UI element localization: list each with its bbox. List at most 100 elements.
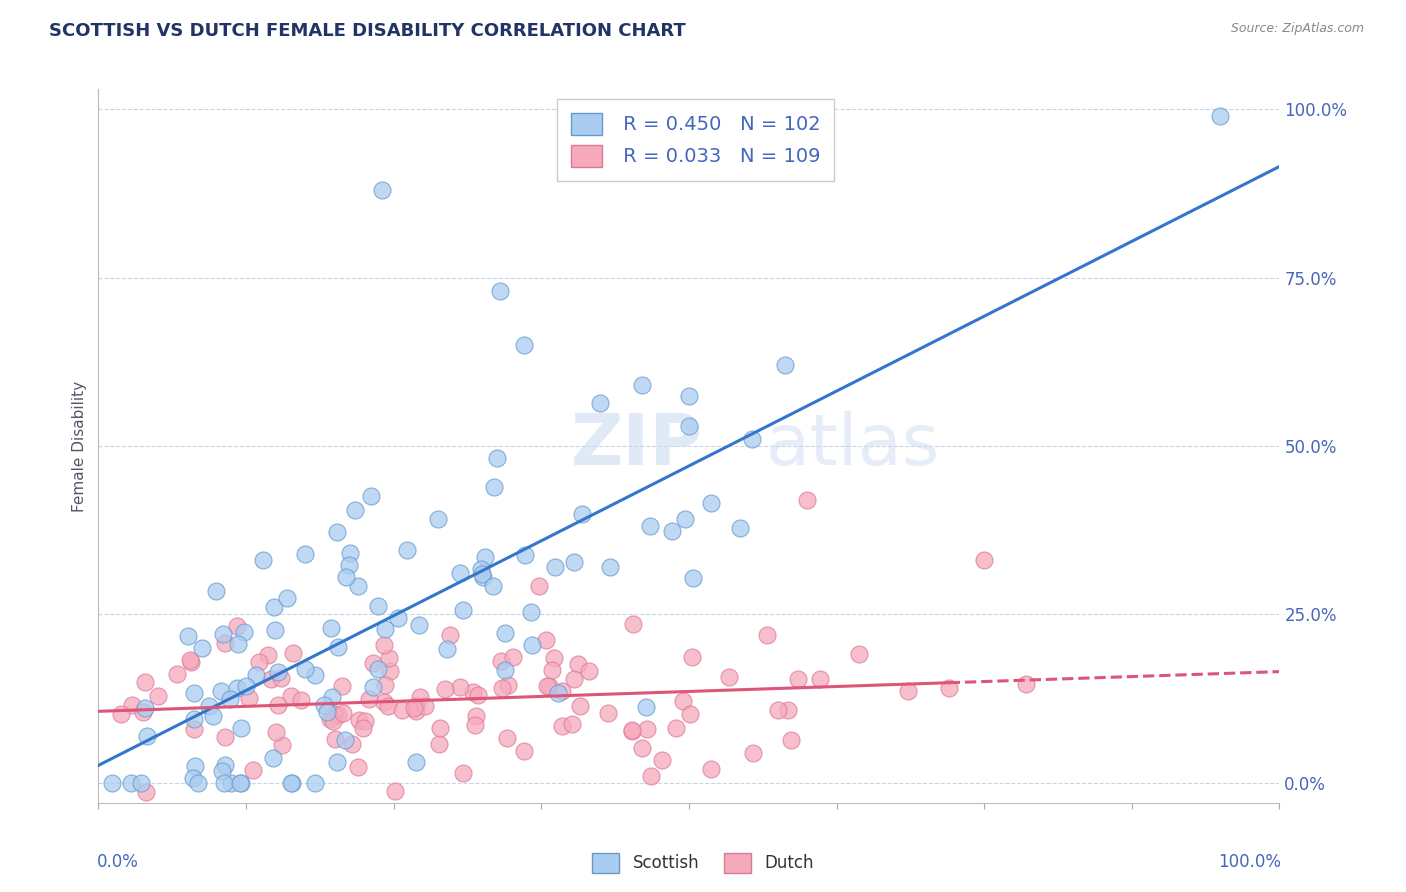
Point xyxy=(494,663,516,677)
Point xyxy=(264,724,287,739)
Point xyxy=(347,760,370,774)
Point xyxy=(262,751,284,765)
Y-axis label: Female Disability: Female Disability xyxy=(72,380,87,512)
Point xyxy=(700,496,723,510)
Point xyxy=(271,738,294,752)
Point xyxy=(270,671,292,685)
Point xyxy=(225,681,247,696)
Point xyxy=(247,655,270,669)
Point xyxy=(346,579,368,593)
Point xyxy=(325,755,347,769)
Point xyxy=(482,579,505,593)
Point xyxy=(787,672,810,686)
Point xyxy=(489,654,512,668)
Text: atlas: atlas xyxy=(766,411,941,481)
Point xyxy=(326,708,349,723)
Point xyxy=(183,686,205,700)
Point xyxy=(562,672,585,686)
Point xyxy=(134,701,156,715)
Point xyxy=(796,492,818,507)
Point xyxy=(494,625,516,640)
Point xyxy=(323,706,346,721)
Point xyxy=(630,378,652,392)
Point xyxy=(395,543,418,558)
Point xyxy=(728,521,751,535)
Point xyxy=(294,662,316,676)
Point xyxy=(359,691,381,706)
Point xyxy=(513,743,536,757)
Point xyxy=(204,584,226,599)
Point xyxy=(129,775,152,789)
Point xyxy=(266,698,288,712)
Point xyxy=(512,338,534,352)
Point xyxy=(330,679,353,693)
Point xyxy=(776,703,799,717)
Point xyxy=(636,723,658,737)
Point xyxy=(673,512,696,526)
Point xyxy=(212,775,235,789)
Point xyxy=(337,558,360,572)
Point xyxy=(513,548,536,562)
Point xyxy=(578,665,600,679)
Point xyxy=(938,681,960,696)
Point xyxy=(179,653,201,667)
Point xyxy=(226,618,249,632)
Legend: Scottish, Dutch: Scottish, Dutch xyxy=(586,847,820,880)
Text: 100.0%: 100.0% xyxy=(1218,853,1281,871)
Point xyxy=(260,672,283,686)
Point xyxy=(218,691,240,706)
Point xyxy=(551,719,574,733)
Point xyxy=(436,641,458,656)
Point xyxy=(596,706,619,721)
Point xyxy=(294,547,316,561)
Point xyxy=(373,694,395,708)
Text: 0.0%: 0.0% xyxy=(97,853,139,871)
Point xyxy=(543,650,565,665)
Point xyxy=(568,699,591,714)
Point xyxy=(621,723,644,738)
Point xyxy=(486,450,509,465)
Point xyxy=(780,733,803,747)
Point xyxy=(592,809,614,823)
Point xyxy=(433,682,456,697)
Point xyxy=(464,709,486,723)
Point xyxy=(496,678,519,692)
Point xyxy=(360,489,382,503)
Point xyxy=(267,665,290,680)
Point xyxy=(187,775,209,789)
Point xyxy=(429,721,451,735)
Point xyxy=(238,691,260,706)
Point xyxy=(332,706,354,720)
Point xyxy=(214,757,236,772)
Point xyxy=(377,698,399,713)
Point xyxy=(304,667,326,681)
Point xyxy=(367,599,389,614)
Point xyxy=(211,764,233,778)
Point xyxy=(405,699,427,714)
Point xyxy=(405,704,427,718)
Point xyxy=(502,650,524,665)
Point xyxy=(344,503,367,517)
Point xyxy=(773,358,796,372)
Point xyxy=(571,507,593,521)
Point xyxy=(176,629,198,643)
Point xyxy=(973,553,995,567)
Point xyxy=(756,628,779,642)
Point xyxy=(136,729,159,743)
Legend:  R = 0.450   N = 102,  R = 0.033   N = 109: R = 0.450 N = 102, R = 0.033 N = 109 xyxy=(557,99,834,181)
Point xyxy=(741,746,763,760)
Point xyxy=(449,680,471,694)
Point xyxy=(335,570,357,584)
Point xyxy=(321,621,343,635)
Point xyxy=(212,627,235,641)
Point xyxy=(342,738,364,752)
Point xyxy=(636,700,658,714)
Point xyxy=(621,723,644,737)
Text: Source: ZipAtlas.com: Source: ZipAtlas.com xyxy=(1230,22,1364,36)
Point xyxy=(520,605,543,619)
Point xyxy=(231,775,253,789)
Point xyxy=(638,518,661,533)
Point xyxy=(201,708,224,723)
Point xyxy=(280,775,302,789)
Point xyxy=(263,599,285,614)
